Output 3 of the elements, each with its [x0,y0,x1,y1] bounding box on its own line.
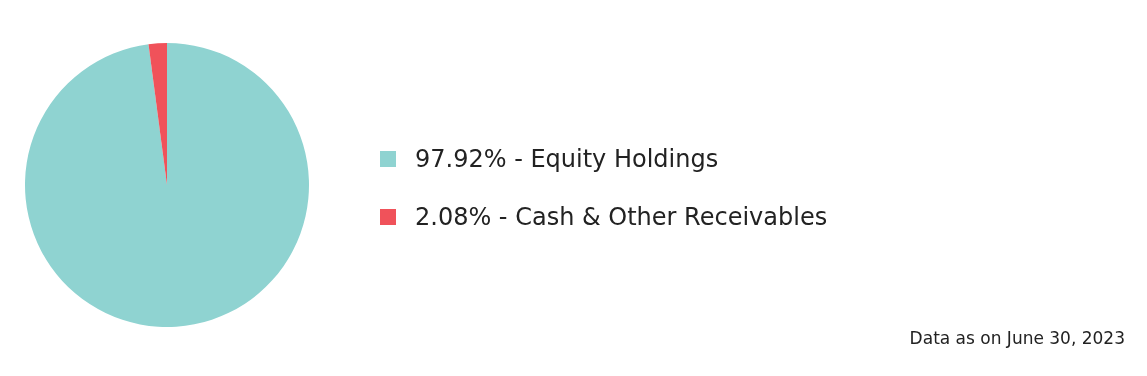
text: Data as on June 30, 2023 [909,327,1126,348]
legend-label: 97.92% - Equity Holdings [415,145,719,173]
legend-label: 2.08% - Cash & Other Receivables [415,203,828,231]
